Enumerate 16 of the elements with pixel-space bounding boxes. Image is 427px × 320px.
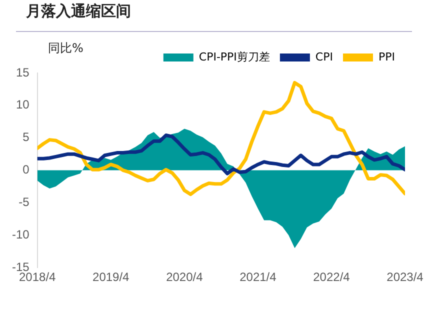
x-tick-label: 2021/4 xyxy=(240,270,277,284)
y-tick-label: 15 xyxy=(16,65,30,80)
y-tick-label: 10 xyxy=(16,98,30,112)
y-tick-label: -5 xyxy=(18,195,30,210)
x-tick-label: 2020/4 xyxy=(166,270,204,284)
legend-label: PPI xyxy=(378,50,396,64)
legend-label: CPI-PPI剪刀差 xyxy=(198,50,270,64)
x-tick-label: 2023/4 xyxy=(386,270,424,284)
legend-label: CPI xyxy=(315,50,333,64)
y-tick-label: -10 xyxy=(12,227,30,242)
y-tick-label: 0 xyxy=(22,162,30,177)
x-tick-label: 2022/4 xyxy=(313,270,350,284)
chart-title: 月落入通缩区间 xyxy=(26,2,131,21)
x-tick-label: 2019/4 xyxy=(92,270,130,284)
y-axis-title: 同比% xyxy=(48,40,84,57)
y-tick-label: 5 xyxy=(22,130,30,144)
